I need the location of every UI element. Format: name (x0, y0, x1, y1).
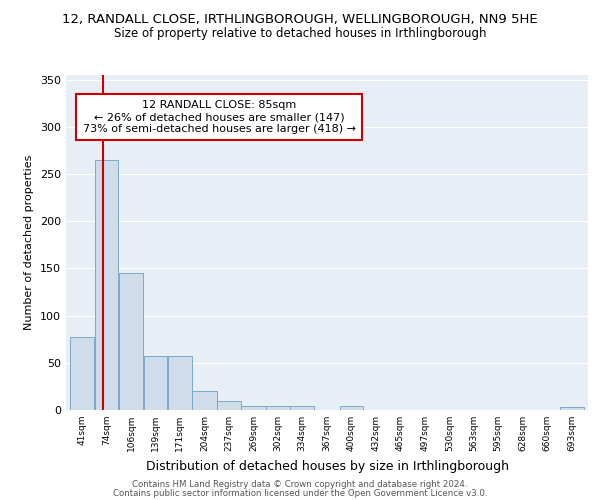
Text: Contains HM Land Registry data © Crown copyright and database right 2024.: Contains HM Land Registry data © Crown c… (132, 480, 468, 489)
Text: 12 RANDALL CLOSE: 85sqm
← 26% of detached houses are smaller (147)
73% of semi-d: 12 RANDALL CLOSE: 85sqm ← 26% of detache… (83, 100, 356, 134)
Bar (217, 400, 241, 410)
Bar (241, 406, 266, 410)
Text: Contains public sector information licensed under the Open Government Licence v3: Contains public sector information licen… (113, 489, 487, 498)
Bar (70, 338, 94, 410)
Bar (560, 407, 584, 410)
Text: Size of property relative to detached houses in Irthlingborough: Size of property relative to detached ho… (114, 28, 486, 40)
Bar (266, 406, 290, 410)
Bar (143, 356, 167, 410)
Bar (119, 273, 143, 410)
Bar (95, 160, 118, 410)
Y-axis label: Number of detached properties: Number of detached properties (25, 155, 34, 330)
Bar (340, 406, 363, 410)
Bar (290, 406, 314, 410)
Text: 12, RANDALL CLOSE, IRTHLINGBOROUGH, WELLINGBOROUGH, NN9 5HE: 12, RANDALL CLOSE, IRTHLINGBOROUGH, WELL… (62, 12, 538, 26)
X-axis label: Distribution of detached houses by size in Irthlingborough: Distribution of detached houses by size … (146, 460, 509, 472)
Bar (193, 391, 217, 410)
Bar (167, 356, 192, 410)
